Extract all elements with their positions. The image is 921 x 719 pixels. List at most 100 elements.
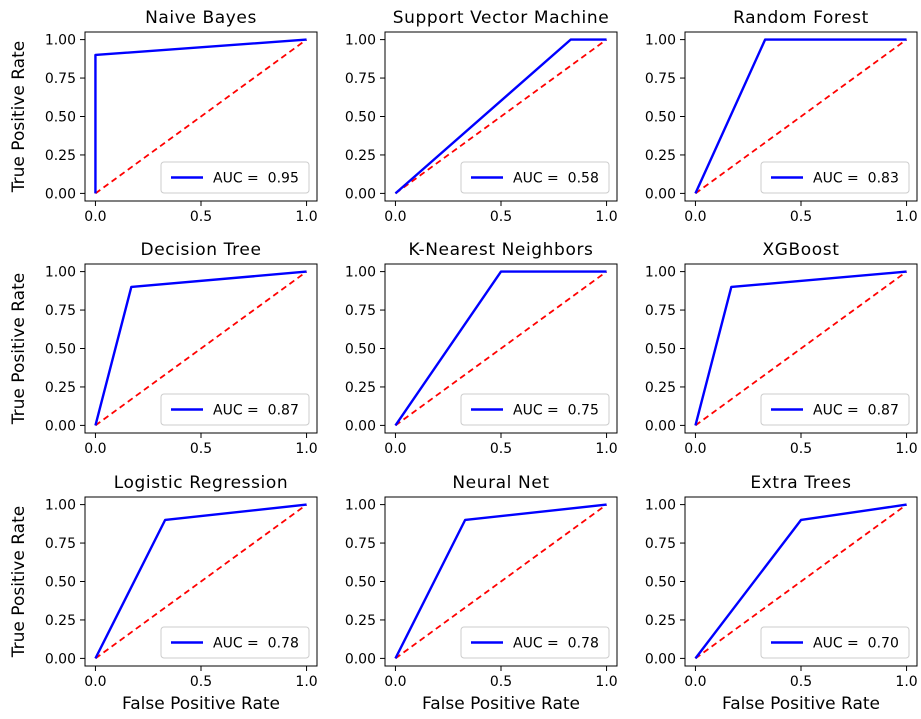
x-tick-label: 1.0 (295, 441, 317, 457)
roc-panel: Extra Trees 0.0 0.5 1.0 0.00 0.25 0.50 0.75 1.00… (645, 473, 918, 714)
x-tick-label: 0.0 (684, 209, 706, 225)
y-tick-label: 0.25 (345, 613, 376, 629)
legend: AUC = 0.78 (160, 626, 310, 659)
panel-title: Neural Net (452, 473, 549, 493)
y-tick-label: 0.50 (345, 575, 376, 591)
y-tick-label: 0.75 (645, 71, 676, 87)
x-tick-label: 0.5 (490, 674, 512, 690)
chance-diagonal-line (394, 38, 608, 195)
panel-title: Decision Tree (141, 240, 262, 260)
roc-curve-line (94, 503, 307, 659)
roc-panel: Decision Tree 0.0 0.5 1.0 0.00 0.25 0.50 0.75 1.… (9, 240, 318, 457)
y-tick-label: 0.25 (645, 148, 676, 164)
y-tick-label: 1.00 (45, 498, 76, 514)
panel-title: Extra Trees (750, 473, 851, 493)
y-tick-label: 0.00 (345, 186, 376, 202)
x-tick-label: 1.0 (595, 209, 617, 225)
y-tick-label: 1.00 (645, 498, 676, 514)
roc-curve-line (94, 38, 307, 194)
x-tick-label: 1.0 (595, 674, 617, 690)
y-axis-label: True Positive Rate (9, 273, 29, 425)
x-tick-label: 0.0 (84, 209, 106, 225)
y-tick-label: 0.00 (45, 651, 76, 667)
chance-diagonal-line (694, 503, 908, 660)
legend-label: AUC = 0.78 (513, 636, 599, 652)
y-tick-label: 0.25 (345, 380, 376, 396)
y-tick-label: 0.50 (345, 342, 376, 358)
legend: AUC = 0.87 (760, 393, 910, 426)
roc-panel: Logistic Regression 0.0 0.5 1.0 0.00 0.25 0.50… (9, 473, 318, 714)
legend: AUC = 0.87 (160, 393, 310, 426)
x-axis-label: False Positive Rate (422, 694, 580, 714)
roc-panel: Neural Net 0.0 0.5 1.0 0.00 0.25 0.50 0.75 1.00 F… (345, 473, 618, 714)
x-tick-label: 1.0 (895, 441, 917, 457)
y-tick-label: 1.00 (645, 265, 676, 281)
roc-panel: Support Vector Machine 0.0 0.5 1.0 0.00 0.25 0… (345, 8, 618, 225)
x-tick-label: 1.0 (895, 674, 917, 690)
y-tick-label: 1.00 (345, 498, 376, 514)
x-tick-label: 0.0 (384, 441, 406, 457)
roc-curve-line (394, 270, 607, 427)
legend: AUC = 0.70 (760, 626, 910, 659)
x-tick-label: 1.0 (895, 209, 917, 225)
y-tick-label: 0.25 (45, 148, 76, 164)
panel-title: K-Nearest Neighbors (409, 240, 594, 260)
y-tick-label: 0.75 (345, 71, 376, 87)
y-tick-label: 0.25 (45, 380, 76, 396)
legend-box (760, 161, 910, 194)
panel-title: Logistic Regression (114, 473, 288, 493)
legend-box (460, 161, 610, 194)
legend: AUC = 0.95 (160, 161, 310, 194)
x-tick-label: 0.5 (490, 441, 512, 457)
y-tick-label: 0.75 (345, 303, 376, 319)
legend-label: AUC = 0.83 (813, 171, 899, 187)
y-tick-label: 1.00 (45, 33, 76, 49)
legend-box (760, 393, 910, 426)
y-tick-label: 0.75 (45, 303, 76, 319)
y-tick-label: 0.50 (345, 110, 376, 126)
y-tick-label: 0.50 (645, 575, 676, 591)
chance-diagonal-line (694, 38, 908, 195)
y-tick-label: 0.00 (45, 418, 76, 434)
y-tick-label: 0.25 (645, 613, 676, 629)
roc-curve-line (94, 270, 307, 426)
y-tick-label: 0.50 (645, 110, 676, 126)
legend-box (160, 393, 310, 426)
x-tick-label: 1.0 (595, 441, 617, 457)
x-axis-label: False Positive Rate (722, 694, 880, 714)
panel-title: Support Vector Machine (393, 8, 610, 28)
legend-label: AUC = 0.75 (513, 403, 599, 419)
legend-label: AUC = 0.58 (513, 171, 599, 187)
y-tick-label: 0.50 (45, 110, 76, 126)
x-tick-label: 0.5 (190, 674, 212, 690)
y-tick-label: 0.75 (45, 536, 76, 552)
x-tick-label: 0.5 (790, 441, 812, 457)
roc-panel: K-Nearest Neighbors 0.0 0.5 1.0 0.00 0.25 0.50… (345, 240, 618, 457)
x-tick-label: 0.5 (190, 441, 212, 457)
panel-title: XGBoost (762, 240, 839, 260)
legend-box (160, 626, 310, 659)
roc-curve-line (694, 270, 907, 426)
legend-box (760, 626, 910, 659)
legend-label: AUC = 0.87 (213, 403, 299, 419)
x-tick-label: 1.0 (295, 209, 317, 225)
y-tick-label: 1.00 (645, 33, 676, 49)
legend-label: AUC = 0.70 (813, 636, 899, 652)
y-tick-label: 0.50 (45, 575, 76, 591)
chance-diagonal-line (94, 38, 308, 195)
x-tick-label: 0.0 (384, 209, 406, 225)
y-tick-label: 0.25 (345, 148, 376, 164)
y-tick-label: 0.75 (645, 536, 676, 552)
x-tick-label: 0.5 (190, 209, 212, 225)
y-tick-label: 1.00 (345, 33, 376, 49)
chance-diagonal-line (94, 270, 308, 427)
legend: AUC = 0.78 (460, 626, 610, 659)
chance-diagonal-line (94, 503, 308, 660)
y-tick-label: 1.00 (345, 265, 376, 281)
legend: AUC = 0.75 (460, 393, 610, 426)
y-tick-label: 0.50 (645, 342, 676, 358)
y-tick-label: 0.75 (345, 536, 376, 552)
y-tick-label: 0.00 (645, 418, 676, 434)
chance-diagonal-line (394, 503, 608, 660)
